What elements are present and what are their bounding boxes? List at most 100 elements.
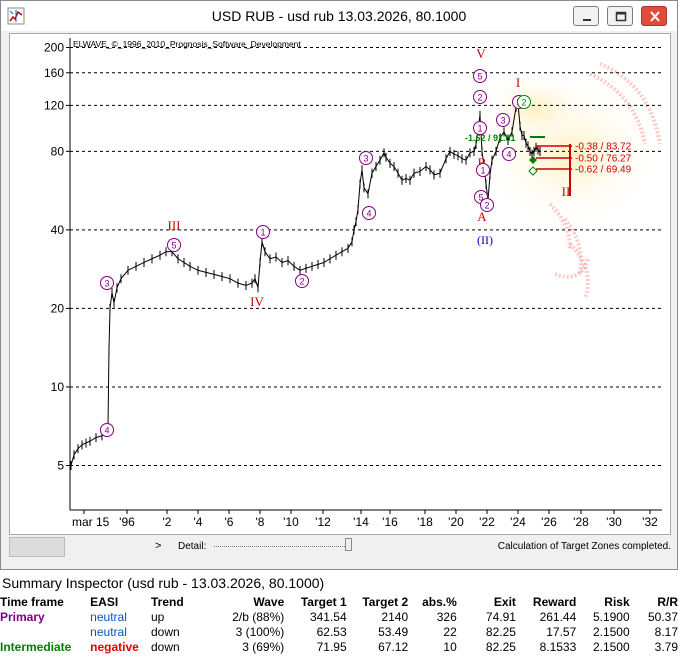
wave-circle-3: 3	[500, 116, 505, 126]
wave-circle-5: 5	[171, 241, 176, 251]
price-segment	[95, 435, 103, 439]
x-tick-label: '6	[225, 515, 234, 529]
target-zone-glow	[475, 69, 595, 149]
time-frame-cell: Primary	[0, 610, 45, 624]
price-segment	[116, 278, 122, 288]
table-row[interactable]: neutral down 3 (100%) 62.53 53.49 22 82.…	[0, 625, 678, 640]
x-tick-label: '96	[119, 515, 135, 529]
x-tick-label: '30	[606, 515, 622, 529]
price-segment	[341, 247, 349, 253]
risk-cell: 2.1500	[592, 625, 630, 639]
x-tick-label: '32	[642, 515, 658, 529]
col-header: Target 1	[300, 595, 347, 609]
price-segment	[495, 137, 501, 152]
price-segment	[335, 251, 343, 256]
abs-pct-cell: 10	[443, 640, 457, 654]
price-segment	[439, 158, 447, 174]
price-segment	[159, 251, 167, 256]
wave-circle-4-circle	[502, 147, 516, 161]
y-tick-label: 120	[44, 98, 64, 112]
table-row[interactable]: Intermediate negative down 3 (69%) 71.95…	[0, 640, 678, 655]
scroll-left-area[interactable]	[9, 537, 65, 557]
minimize-icon	[583, 19, 591, 21]
price-segment	[299, 267, 307, 271]
wave-label-i: I	[516, 75, 520, 90]
col-header: Time frame	[0, 595, 64, 609]
price-segment	[237, 282, 247, 286]
target-zone-arc	[563, 217, 583, 275]
price-segment	[151, 254, 161, 260]
price-segment	[305, 265, 313, 269]
price-segment	[293, 265, 301, 271]
price-segment	[419, 166, 427, 172]
price-segment	[197, 269, 207, 273]
price-segment	[499, 131, 505, 139]
price-segment	[281, 260, 289, 263]
exit-cell: 82.25	[485, 625, 516, 639]
status-message: Calculation of Target Zones completed.	[497, 541, 671, 552]
price-segment	[81, 442, 87, 446]
price-segment	[127, 265, 137, 271]
minimize-button[interactable]	[573, 6, 599, 26]
wave-circle-b-green-circle	[517, 95, 531, 109]
price-segment	[375, 159, 381, 167]
rr-cell: 3.79	[654, 640, 678, 654]
y-tick-label: 20	[51, 301, 65, 315]
wave-circle-3: 3	[363, 154, 368, 164]
x-tick-label: '28	[573, 515, 589, 529]
x-tick-label: '12	[315, 515, 331, 529]
x-tick-label: '2	[163, 515, 172, 529]
y-tick-label: 5	[57, 459, 64, 473]
price-segment	[77, 444, 83, 450]
y-tick-label: 160	[44, 66, 64, 80]
target-zone-arc	[599, 62, 662, 145]
detail-slider-thumb[interactable]	[345, 538, 352, 551]
exit-cell: 82.25	[485, 640, 516, 654]
target2-cell: 67.12	[378, 640, 409, 654]
watermark-text: ELWAVE_©_1996_2010_Prognosis_Software_De…	[73, 39, 301, 49]
price-segment	[409, 172, 415, 181]
scroll-right-button[interactable]: >	[155, 540, 162, 552]
reward-cell: 261.44	[539, 610, 577, 624]
price-segment	[367, 173, 373, 194]
col-header: R/R	[657, 595, 678, 609]
price-segment	[85, 440, 91, 444]
price-segment	[120, 269, 129, 280]
price-segment	[89, 437, 97, 442]
wave-label-v: V	[476, 46, 486, 61]
x-tick-label: '18	[417, 515, 433, 529]
trend-cell: down	[150, 625, 180, 639]
table-row[interactable]: Primary neutral up 2/b (88%) 341.54 2140…	[0, 610, 678, 625]
price-segment	[73, 448, 79, 455]
close-button[interactable]	[641, 6, 667, 26]
wave-label-iv: IV	[250, 294, 264, 309]
wave-circle-b-green: 2	[521, 98, 526, 108]
app-icon	[7, 7, 25, 25]
price-segment	[465, 152, 471, 161]
target-zone-arc	[554, 258, 590, 279]
detail-slider-track[interactable]	[214, 546, 351, 548]
title-bar[interactable]: USD RUB - usd rub 13.03.2026, 80.1000	[1, 1, 677, 31]
price-segment	[347, 241, 353, 249]
wave-circle-5-circle	[167, 238, 181, 252]
chart-area[interactable]: 200 160 120 80 40 20 10 5 mar 15 '96 '2 '4 '6 '8 '10 '…	[9, 33, 671, 535]
price-segment	[429, 169, 435, 176]
target-label: -0.50 / 76.27	[575, 154, 632, 165]
easi-cell: negative	[90, 640, 139, 654]
price-chart[interactable]: 200 160 120 80 40 20 10 5 mar 15 '96 '2 '4 '6 '8 '10 '…	[10, 34, 670, 534]
price-segment	[449, 150, 455, 155]
price-segment	[107, 348, 110, 428]
restore-button[interactable]	[607, 6, 633, 26]
target1-cell: 62.53	[316, 625, 347, 639]
y-tick-label: 10	[51, 380, 65, 394]
price-segment	[445, 151, 451, 159]
wave-circle-4-circle	[362, 206, 376, 220]
y-tick-label: 80	[51, 144, 65, 158]
target-markers: -1.62 / 91.81 -0.38 / 83.72-0.50 / 76.27-…	[465, 133, 632, 196]
wave-cell: 2/b (88%)	[232, 610, 285, 624]
col-header: Trend	[150, 595, 184, 609]
wave-cell: 3 (69%)	[242, 640, 285, 654]
window-title: USD RUB - usd rub 13.03.2026, 80.1000	[211, 8, 467, 24]
x-tick-label: '10	[283, 515, 299, 529]
target-label: -0.38 / 83.72	[575, 142, 632, 153]
